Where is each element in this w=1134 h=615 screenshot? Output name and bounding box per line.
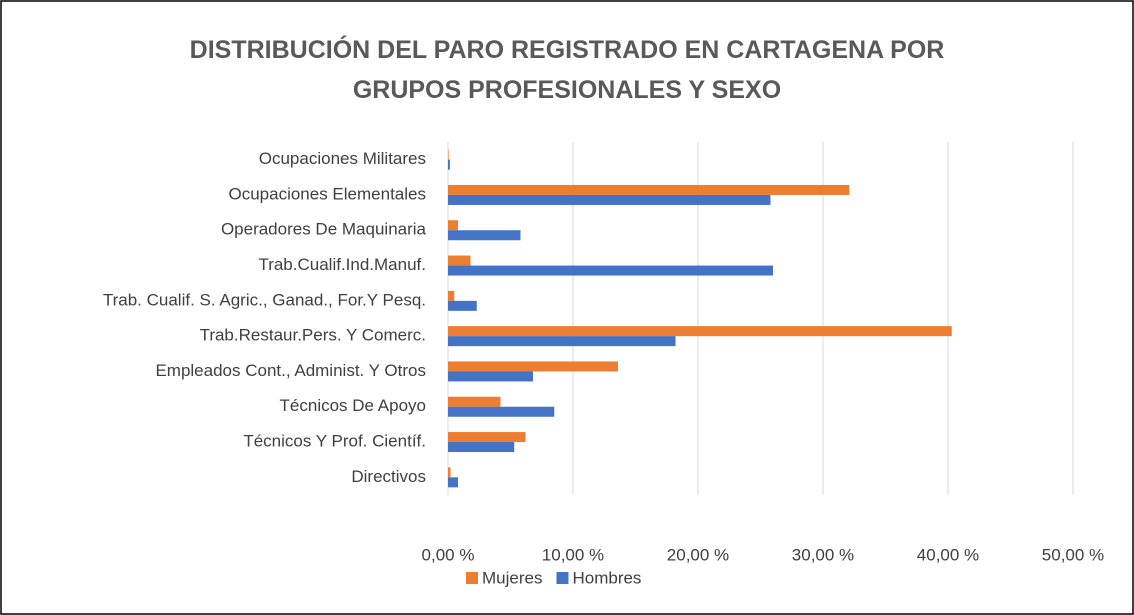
legend-label: Mujeres <box>482 568 542 587</box>
bar <box>448 159 450 170</box>
bar <box>448 361 618 372</box>
bar <box>448 149 449 160</box>
x-tick-label: 10,00 % <box>542 545 604 564</box>
x-tick-label: 40,00 % <box>917 545 979 564</box>
chart-title: DISTRIBUCIÓN DEL PARO REGISTRADO EN CART… <box>189 36 945 104</box>
bar <box>448 396 501 407</box>
bar <box>448 467 451 478</box>
bar <box>448 220 458 231</box>
bar <box>448 184 850 195</box>
bar <box>448 477 458 488</box>
bar <box>448 265 773 276</box>
x-tick-label: 50,00 % <box>1042 545 1104 564</box>
y-tick-label: Ocupaciones Militares <box>259 149 426 168</box>
y-tick-label: Trab.Restaur.Pers. Y Comerc. <box>200 326 426 345</box>
bar <box>448 194 771 205</box>
bar <box>448 442 515 453</box>
legend-swatch <box>466 572 478 584</box>
bar <box>448 300 477 311</box>
legend-label: Hombres <box>572 568 641 587</box>
x-tick-label: 20,00 % <box>667 545 729 564</box>
y-tick-label: Directivos <box>351 467 426 486</box>
bar <box>448 255 471 266</box>
bar <box>448 290 455 301</box>
bar <box>448 406 555 417</box>
y-tick-label: Operadores De Maquinaria <box>221 220 427 239</box>
y-tick-label: Ocupaciones Elementales <box>228 184 426 203</box>
bar <box>448 326 952 337</box>
y-tick-label: Trab.Cualif.Ind.Manuf. <box>258 255 426 274</box>
y-tick-label: Trab. Cualif. S. Agric., Ganad., For.Y P… <box>103 290 426 309</box>
x-tick-label: 0,00 % <box>422 545 475 564</box>
y-tick-label: Empleados Cont., Administ. Y Otros <box>155 361 426 380</box>
bar <box>448 371 533 382</box>
bar <box>448 336 676 347</box>
y-tick-label: Técnicos Y Prof. Científ. <box>243 432 426 451</box>
legend-swatch <box>556 572 569 584</box>
bar <box>448 230 521 241</box>
bar <box>448 432 526 443</box>
y-tick-label: Técnicos De Apoyo <box>280 396 426 415</box>
x-tick-label: 30,00 % <box>792 545 854 564</box>
